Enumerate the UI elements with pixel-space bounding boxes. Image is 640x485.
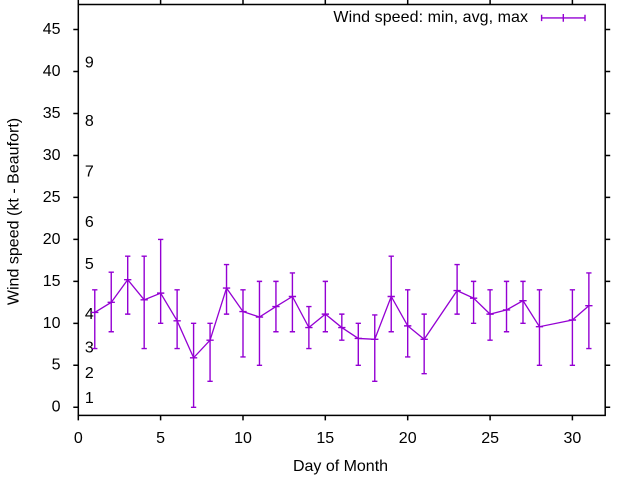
svg-text:25: 25	[481, 430, 499, 447]
svg-text:5: 5	[156, 430, 165, 447]
svg-text:5: 5	[85, 256, 94, 273]
svg-text:35: 35	[43, 105, 61, 122]
svg-text:10: 10	[234, 430, 252, 447]
svg-text:7: 7	[85, 163, 94, 180]
svg-text:8: 8	[85, 113, 94, 130]
svg-text:30: 30	[564, 430, 582, 447]
svg-text:2: 2	[85, 365, 94, 382]
svg-text:15: 15	[316, 430, 334, 447]
svg-text:5: 5	[52, 357, 61, 374]
svg-text:0: 0	[74, 430, 83, 447]
svg-text:6: 6	[85, 214, 94, 231]
svg-text:1: 1	[85, 390, 94, 407]
svg-text:20: 20	[399, 430, 417, 447]
svg-text:45: 45	[43, 21, 61, 38]
svg-text:3: 3	[85, 340, 94, 357]
svg-text:40: 40	[43, 63, 61, 80]
svg-text:Wind speed: min, avg, max: Wind speed: min, avg, max	[333, 9, 528, 26]
svg-text:10: 10	[43, 315, 61, 332]
svg-text:9: 9	[85, 54, 94, 71]
svg-text:0: 0	[52, 399, 61, 416]
svg-text:30: 30	[43, 147, 61, 164]
svg-text:25: 25	[43, 189, 61, 206]
svg-text:20: 20	[43, 231, 61, 248]
svg-text:15: 15	[43, 273, 61, 290]
svg-text:Wind speed (kt - Beaufort): Wind speed (kt - Beaufort)	[5, 118, 22, 305]
svg-text:Day of Month: Day of Month	[293, 458, 388, 475]
svg-text:4: 4	[85, 306, 94, 323]
